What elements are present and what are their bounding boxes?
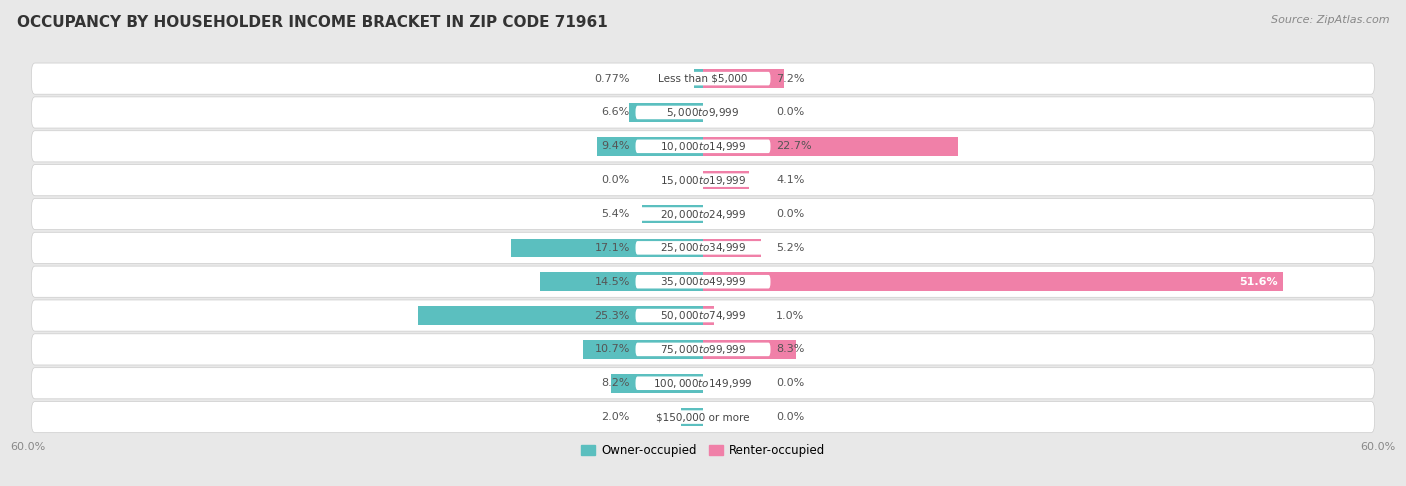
Text: 5.4%: 5.4% (602, 209, 630, 219)
FancyBboxPatch shape (636, 275, 770, 289)
Text: 7.2%: 7.2% (776, 73, 804, 84)
Bar (628, 103, 703, 122)
Text: Less than $5,000: Less than $5,000 (658, 73, 748, 84)
FancyBboxPatch shape (31, 401, 1375, 433)
Bar (540, 272, 703, 291)
Text: 17.1%: 17.1% (595, 243, 630, 253)
Text: 5.2%: 5.2% (776, 243, 804, 253)
FancyBboxPatch shape (31, 131, 1375, 162)
FancyBboxPatch shape (636, 410, 770, 424)
FancyBboxPatch shape (31, 232, 1375, 263)
FancyBboxPatch shape (31, 266, 1375, 297)
FancyBboxPatch shape (31, 63, 1375, 94)
Bar (703, 306, 714, 325)
Text: $150,000 or more: $150,000 or more (657, 412, 749, 422)
FancyBboxPatch shape (31, 300, 1375, 331)
FancyBboxPatch shape (636, 106, 770, 119)
Bar (703, 171, 749, 190)
Text: $50,000 to $74,999: $50,000 to $74,999 (659, 309, 747, 322)
Text: 0.0%: 0.0% (776, 412, 804, 422)
Bar (703, 272, 1284, 291)
Bar (643, 205, 703, 224)
Text: 8.3%: 8.3% (776, 345, 804, 354)
FancyBboxPatch shape (31, 368, 1375, 399)
Legend: Owner-occupied, Renter-occupied: Owner-occupied, Renter-occupied (576, 439, 830, 462)
Text: $15,000 to $19,999: $15,000 to $19,999 (659, 174, 747, 187)
Bar (510, 239, 703, 257)
Text: $5,000 to $9,999: $5,000 to $9,999 (666, 106, 740, 119)
Text: 9.4%: 9.4% (602, 141, 630, 151)
Text: 51.6%: 51.6% (1239, 277, 1278, 287)
Bar (695, 69, 703, 88)
Bar (582, 340, 703, 359)
Text: Source: ZipAtlas.com: Source: ZipAtlas.com (1271, 15, 1389, 25)
Text: $20,000 to $24,999: $20,000 to $24,999 (659, 208, 747, 221)
Text: 25.3%: 25.3% (595, 311, 630, 321)
Bar (703, 137, 959, 156)
FancyBboxPatch shape (31, 198, 1375, 229)
Text: $100,000 to $149,999: $100,000 to $149,999 (654, 377, 752, 390)
FancyBboxPatch shape (636, 241, 770, 255)
Text: 0.0%: 0.0% (776, 209, 804, 219)
Text: 0.0%: 0.0% (776, 107, 804, 118)
Bar (703, 340, 796, 359)
Bar (598, 137, 703, 156)
Bar (681, 408, 703, 426)
FancyBboxPatch shape (636, 207, 770, 221)
Text: 4.1%: 4.1% (776, 175, 804, 185)
Text: $25,000 to $34,999: $25,000 to $34,999 (659, 242, 747, 254)
Text: 0.77%: 0.77% (595, 73, 630, 84)
Text: 2.0%: 2.0% (602, 412, 630, 422)
Text: $75,000 to $99,999: $75,000 to $99,999 (659, 343, 747, 356)
FancyBboxPatch shape (636, 377, 770, 390)
FancyBboxPatch shape (636, 343, 770, 356)
Text: 0.0%: 0.0% (602, 175, 630, 185)
Text: 8.2%: 8.2% (602, 378, 630, 388)
FancyBboxPatch shape (636, 174, 770, 187)
Text: 10.7%: 10.7% (595, 345, 630, 354)
Bar (610, 374, 703, 393)
FancyBboxPatch shape (636, 72, 770, 86)
Text: $35,000 to $49,999: $35,000 to $49,999 (659, 275, 747, 288)
FancyBboxPatch shape (636, 309, 770, 322)
Text: 14.5%: 14.5% (595, 277, 630, 287)
FancyBboxPatch shape (31, 334, 1375, 365)
Bar (419, 306, 703, 325)
Text: 6.6%: 6.6% (602, 107, 630, 118)
FancyBboxPatch shape (31, 97, 1375, 128)
FancyBboxPatch shape (636, 139, 770, 153)
Text: $10,000 to $14,999: $10,000 to $14,999 (659, 140, 747, 153)
Text: 0.0%: 0.0% (776, 378, 804, 388)
Bar (703, 69, 785, 88)
FancyBboxPatch shape (31, 165, 1375, 196)
Bar (703, 239, 762, 257)
Text: 22.7%: 22.7% (776, 141, 811, 151)
Text: OCCUPANCY BY HOUSEHOLDER INCOME BRACKET IN ZIP CODE 71961: OCCUPANCY BY HOUSEHOLDER INCOME BRACKET … (17, 15, 607, 30)
Text: 1.0%: 1.0% (776, 311, 804, 321)
